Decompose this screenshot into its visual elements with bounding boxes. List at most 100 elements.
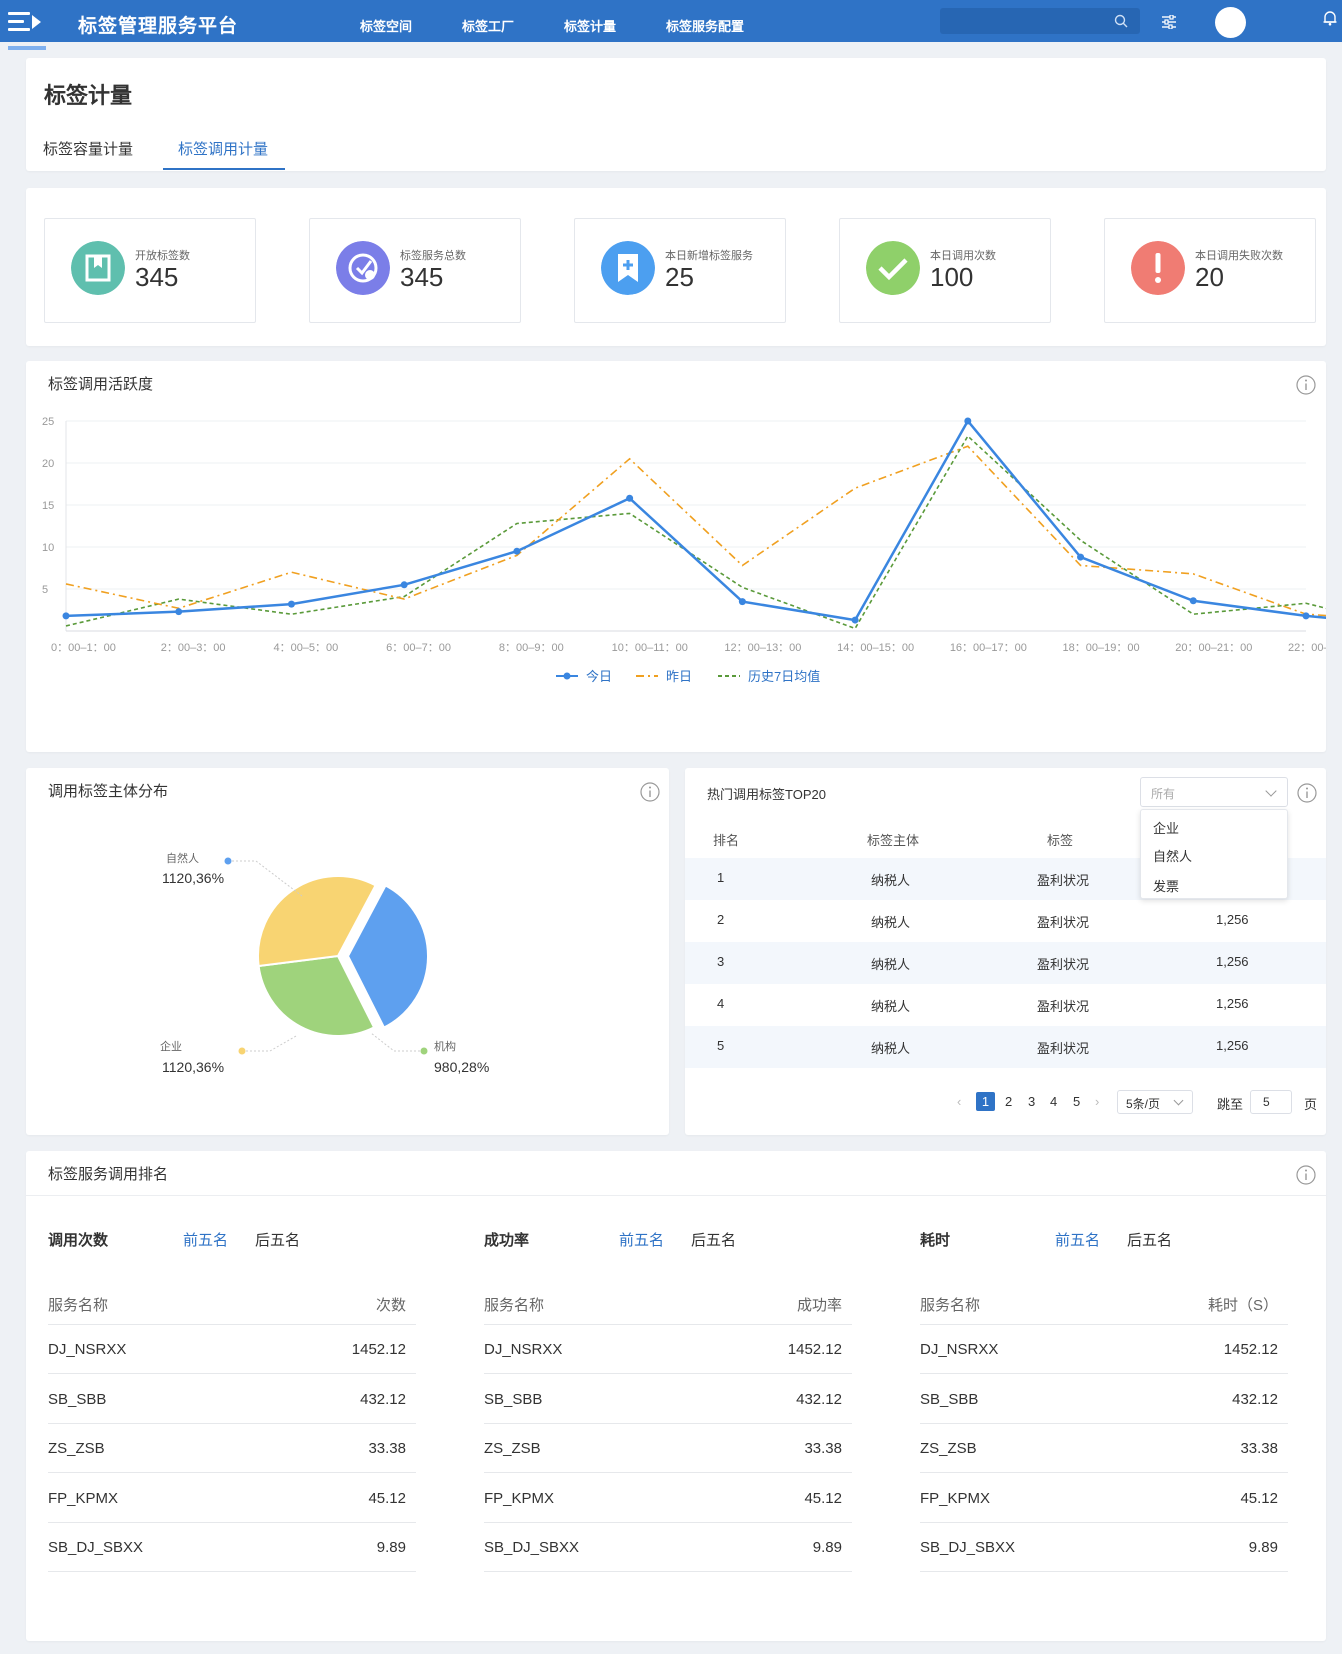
filter-option-enterprise[interactable]: 企业	[1153, 821, 1180, 836]
legend-label[interactable]: 昨日	[666, 669, 692, 684]
data-point[interactable]	[851, 616, 859, 624]
menu-toggle-icon[interactable]	[8, 10, 46, 50]
avatar[interactable]	[1215, 7, 1246, 38]
data-point[interactable]	[513, 547, 521, 555]
table-row[interactable]: 5 纳税人 盈利状况 1,256	[685, 1026, 1326, 1068]
table-row[interactable]: 4 纳税人 盈利状况 1,256	[685, 984, 1326, 1026]
data-point[interactable]	[1077, 553, 1085, 561]
legend-label[interactable]: 今日	[586, 669, 612, 684]
page-unit-label: 页	[1304, 1097, 1318, 1112]
page-5[interactable]: 5	[1073, 1094, 1081, 1109]
filter-option-person[interactable]: 自然人	[1153, 849, 1193, 864]
bottom-five-toggle[interactable]: 后五名	[255, 1232, 301, 1249]
data-point[interactable]	[1302, 612, 1310, 620]
info-icon[interactable]	[1296, 1165, 1316, 1185]
service-value: 45.12	[368, 1489, 406, 1507]
y-tick-label: 20	[42, 458, 54, 470]
jump-label: 跳至	[1217, 1097, 1244, 1112]
bottom-five-toggle[interactable]: 后五名	[691, 1232, 737, 1249]
service-value: 1452.12	[787, 1341, 842, 1358]
service-name: FP_KPMX	[48, 1489, 119, 1507]
page-4[interactable]: 4	[1050, 1094, 1058, 1109]
stat-label: 本日调用次数	[930, 250, 996, 262]
service-value: 432.12	[360, 1390, 406, 1408]
y-tick-label: 25	[42, 416, 54, 428]
table-row[interactable]: 2 纳税人 盈利状况 1,256	[685, 900, 1326, 942]
stat-new-services: 本日新增标签服务 25	[574, 218, 786, 323]
data-point[interactable]	[400, 581, 408, 589]
divider	[484, 1472, 852, 1473]
data-point[interactable]	[62, 612, 70, 620]
data-point[interactable]	[175, 608, 183, 616]
data-point[interactable]	[964, 417, 972, 425]
stats-panel: 开放标签数 345 标签服务总数 345 本日新增标签服务 25 本日调用次数 …	[26, 188, 1326, 346]
top-five-toggle[interactable]: 前五名	[183, 1232, 229, 1249]
next-page-icon[interactable]: ›	[1095, 1094, 1100, 1109]
data-point[interactable]	[287, 600, 295, 608]
page-1[interactable]: 1	[976, 1092, 995, 1111]
nav-item-tag-space[interactable]: 标签空间	[360, 19, 413, 34]
pie-slice[interactable]	[257, 875, 377, 968]
subject-cell: 纳税人	[871, 915, 911, 930]
nav-item-tag-metering[interactable]: 标签计量	[564, 19, 617, 34]
stat-value: 20	[1195, 262, 1224, 292]
service-value: 45.12	[1240, 1489, 1278, 1507]
service-value: 1452.12	[351, 1341, 406, 1358]
settings-sliders-icon[interactable]	[1161, 15, 1177, 29]
search-input[interactable]	[940, 8, 1140, 34]
y-tick-label: 5	[42, 584, 48, 596]
bell-icon[interactable]	[1322, 10, 1338, 26]
service-value: 33.38	[804, 1440, 842, 1457]
data-point[interactable]	[738, 598, 746, 606]
info-icon[interactable]	[640, 782, 660, 802]
service-name: SB_SBB	[920, 1390, 979, 1408]
top-bar: 标签管理服务平台 标签空间 标签工厂 标签计量 标签服务配置	[0, 0, 1342, 50]
page-title: 标签计量	[44, 83, 133, 108]
tab-call-metering[interactable]: 标签调用计量	[178, 141, 269, 158]
service-value: 1452.12	[1223, 1341, 1278, 1358]
page-3[interactable]: 3	[1028, 1094, 1036, 1109]
nav-item-tag-service-config[interactable]: 标签服务配置	[666, 19, 745, 34]
tab-capacity-metering[interactable]: 标签容量计量	[43, 141, 134, 158]
series-line-1	[65, 445, 1326, 617]
jump-page-input[interactable]: 5	[1250, 1090, 1292, 1114]
data-point[interactable]	[1189, 597, 1197, 605]
pie-slice[interactable]	[257, 954, 376, 1037]
filter-dropdown: 企业 自然人 发票	[1140, 809, 1288, 899]
page-2[interactable]: 2	[1005, 1094, 1013, 1109]
table-row[interactable]: 3 纳税人 盈利状况 1,256	[685, 942, 1326, 984]
bottom-five-toggle[interactable]: 后五名	[1127, 1232, 1173, 1249]
legend-label[interactable]: 历史7日均值	[748, 669, 820, 684]
service-name: DJ_NSRXX	[48, 1341, 127, 1358]
subject-filter-select[interactable]: 所有	[1140, 777, 1288, 807]
chevron-down-icon	[1265, 785, 1277, 797]
divider	[484, 1521, 852, 1523]
subject-cell: 纳税人	[871, 999, 911, 1014]
pie-slice[interactable]	[346, 884, 429, 1029]
distribution-title: 调用标签主体分布	[48, 783, 169, 800]
prev-page-icon[interactable]: ‹	[957, 1094, 962, 1109]
service-name: ZS_ZSB	[484, 1440, 541, 1457]
data-point[interactable]	[626, 494, 634, 502]
info-icon[interactable]	[1297, 783, 1317, 803]
rank-cell: 4	[717, 996, 725, 1011]
search-icon[interactable]	[1114, 14, 1128, 28]
y-tick-label: 15	[42, 500, 54, 512]
count-cell: 1,256	[1216, 912, 1249, 927]
tag-cell: 盈利状况	[1037, 1041, 1090, 1056]
info-icon[interactable]	[1296, 375, 1316, 395]
nav-item-tag-factory[interactable]: 标签工厂	[462, 19, 515, 34]
service-name: FP_KPMX	[484, 1489, 555, 1507]
top-five-toggle[interactable]: 前五名	[619, 1232, 665, 1249]
ranking-metric-label: 成功率	[484, 1232, 530, 1249]
divider	[48, 1324, 416, 1325]
top-five-toggle[interactable]: 前五名	[1055, 1232, 1101, 1249]
divider	[484, 1373, 852, 1374]
stat-failed-calls: 本日调用失败次数 20	[1104, 218, 1316, 323]
filter-option-invoice[interactable]: 发票	[1153, 879, 1180, 894]
rank-cell: 3	[717, 954, 725, 969]
chevron-down-icon	[1173, 1095, 1184, 1106]
rank-cell: 5	[717, 1038, 725, 1053]
page-size-select[interactable]: 5条/页	[1117, 1090, 1193, 1114]
activity-line-chart: 5 10 15 20 25 0：00–1：00 2：00–3：00 4：00–5：00 6：00…	[42, 416, 1326, 684]
